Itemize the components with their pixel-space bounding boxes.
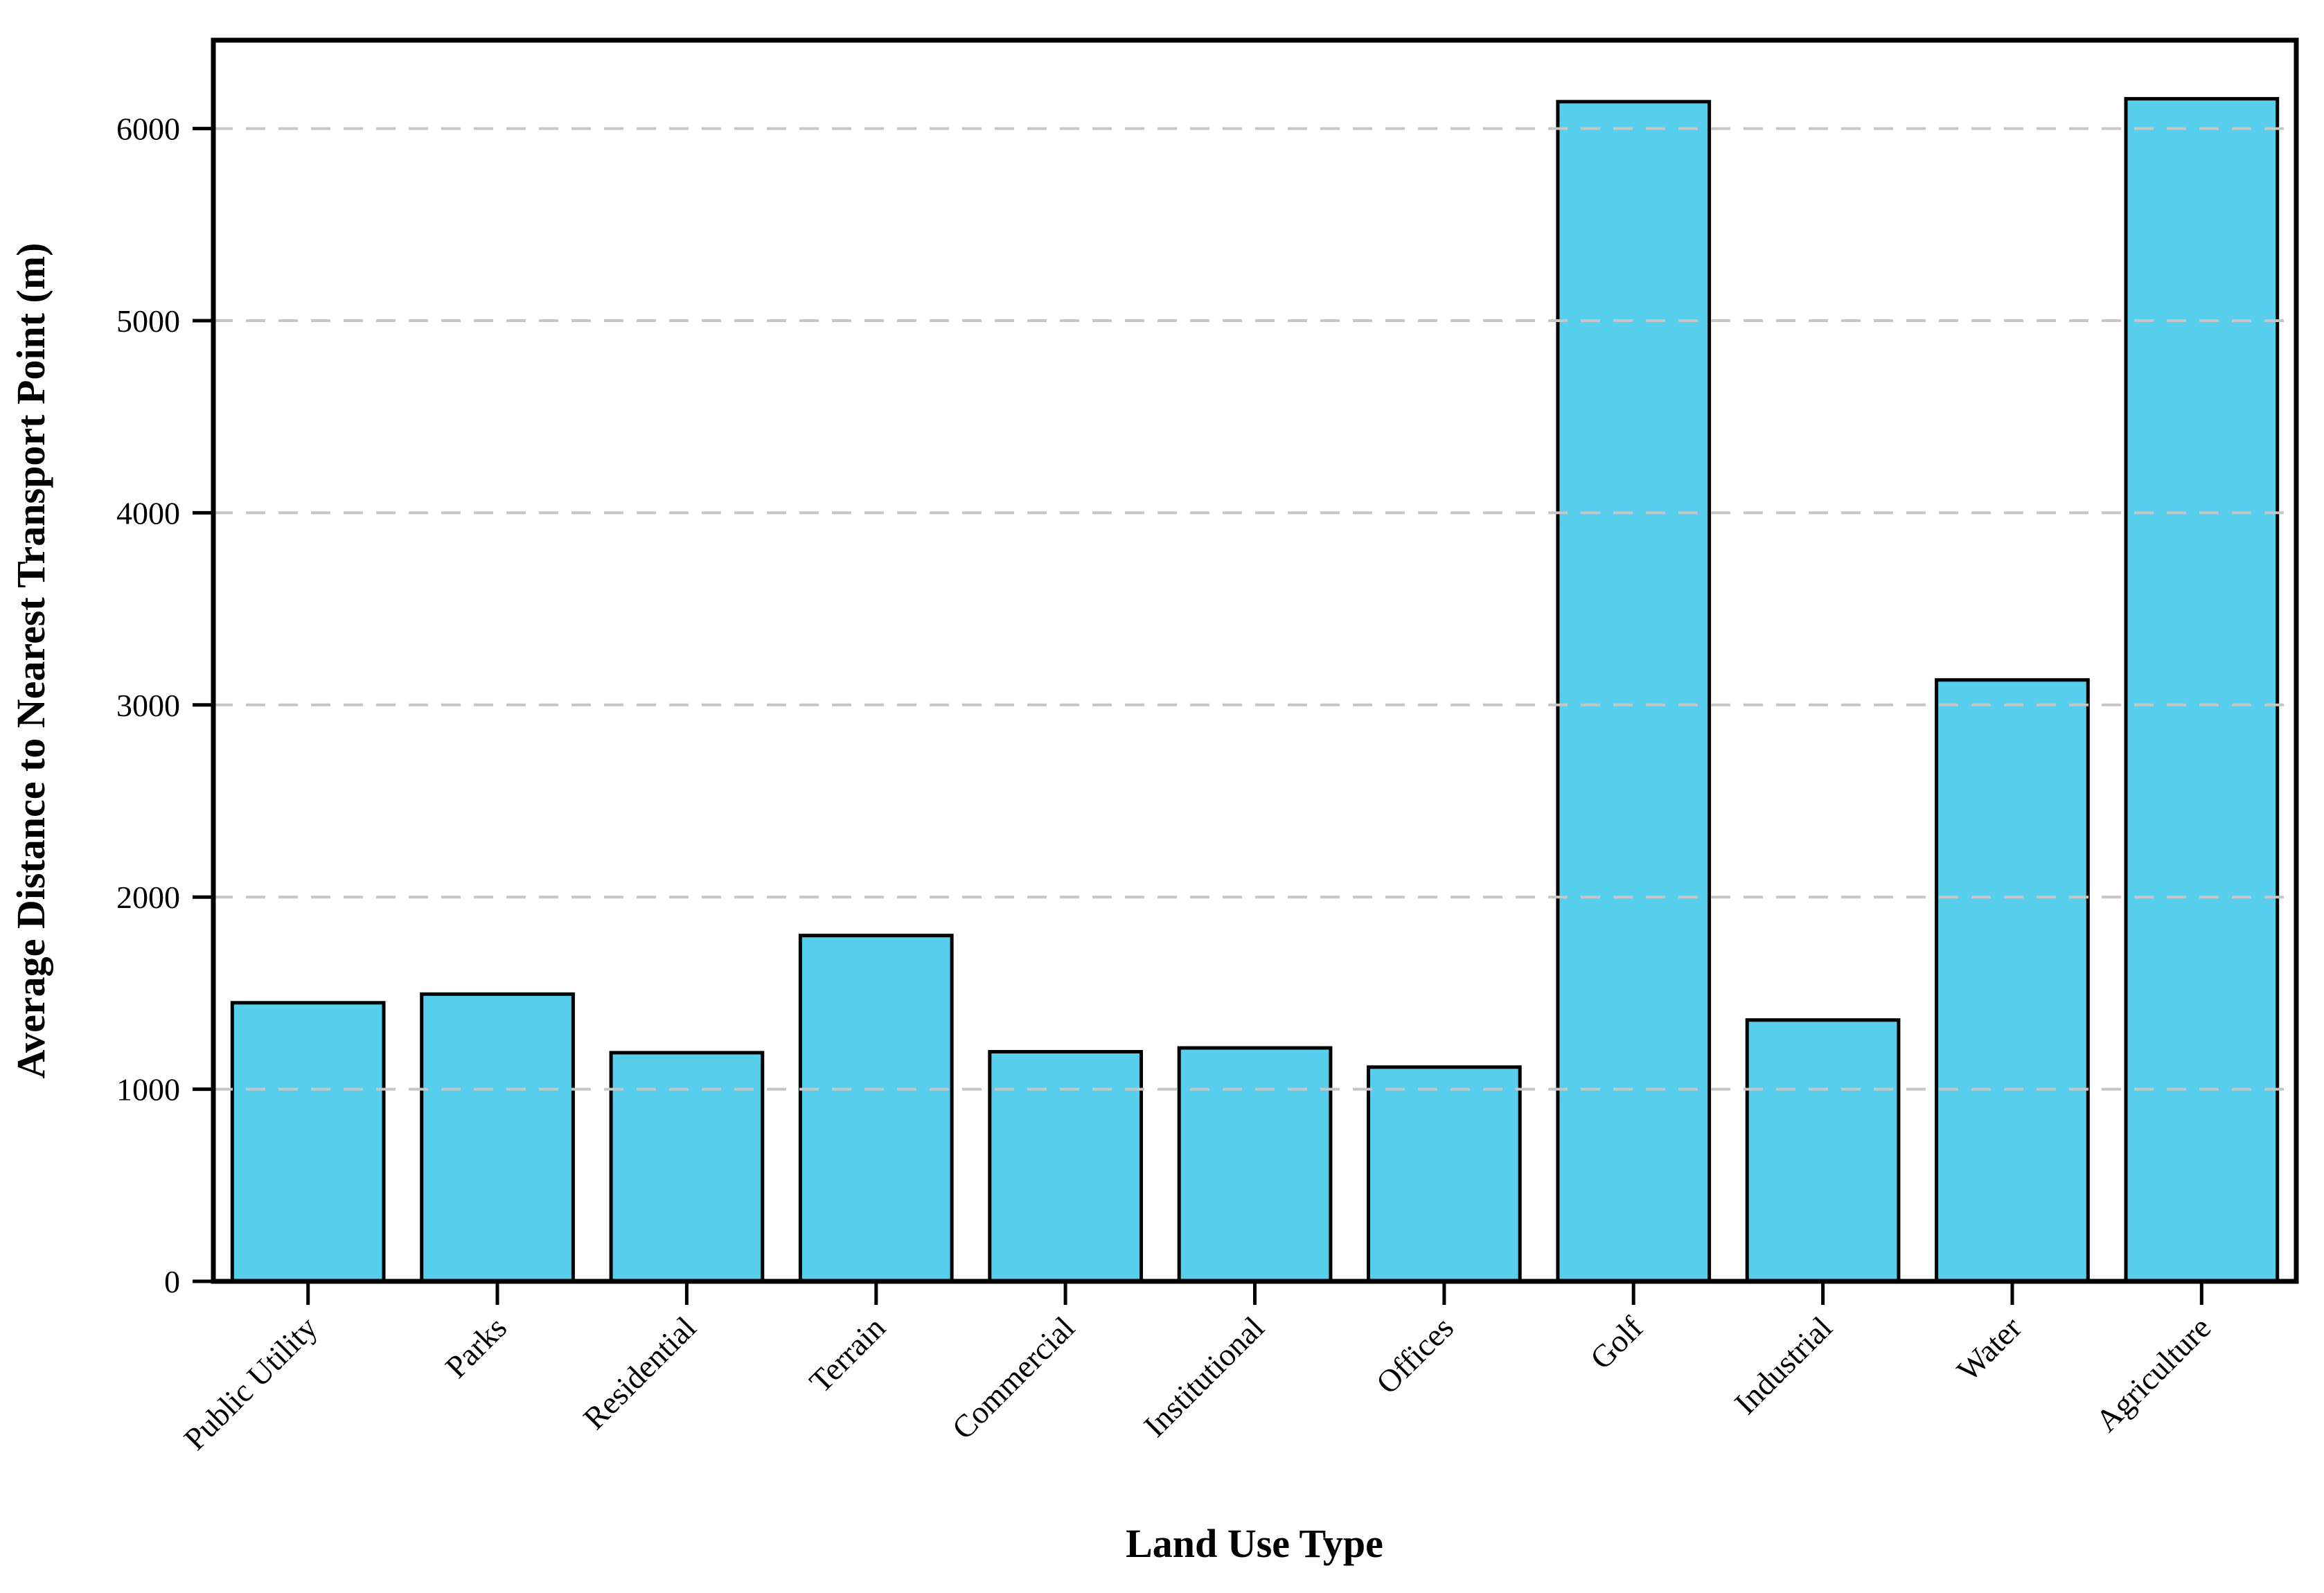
x-tick-label: Golf [1584,1310,1650,1376]
bar [2124,97,2280,1283]
bar [1556,100,1712,1283]
bar [420,992,575,1283]
y-tick-label: 0 [164,1264,180,1299]
y-tick-label: 5000 [116,303,180,339]
bar [1935,678,2090,1283]
bar [1177,1046,1333,1283]
y-tick-label: 1000 [116,1072,180,1107]
bar [1367,1065,1522,1283]
x-tick-label: Industrial [1728,1310,1839,1421]
bars-group [230,97,2280,1283]
y-tick-label: 3000 [116,688,180,723]
y-tick-label: 4000 [116,495,180,531]
gridlines-group [213,127,2296,1091]
y-tick-label: 6000 [116,112,180,147]
x-tick-label: Residential [576,1310,702,1436]
bar [988,1050,1144,1283]
bar [230,1001,386,1283]
ticks-group [193,127,2203,1305]
y-tick-labels: 0 1000 2000 3000 4000 5000 6000 [116,112,180,1299]
x-tick-labels: Public Utility Parks Residential Terrain Com… [177,1310,2218,1457]
x-tick-label: Public Utility [177,1310,324,1457]
x-tick-label: Water [1950,1310,2028,1388]
x-tick-label: Commercial [945,1310,1081,1446]
x-tick-label: Agriculture [2088,1310,2217,1439]
x-tick-label: Institutional [1137,1310,1270,1443]
bar [1745,1018,1901,1283]
bar [798,934,954,1283]
x-tick-label: Parks [438,1310,513,1385]
plot-frame [211,37,2299,1284]
x-tick-label: Terrain [802,1310,892,1399]
bar [609,1051,765,1283]
y-axis-label: Average Distance to Nearest Transport Po… [8,243,53,1079]
x-axis-label: Land Use Type [1126,1521,1383,1566]
y-tick-label: 2000 [116,880,180,915]
x-tick-label: Offices [1369,1310,1460,1400]
